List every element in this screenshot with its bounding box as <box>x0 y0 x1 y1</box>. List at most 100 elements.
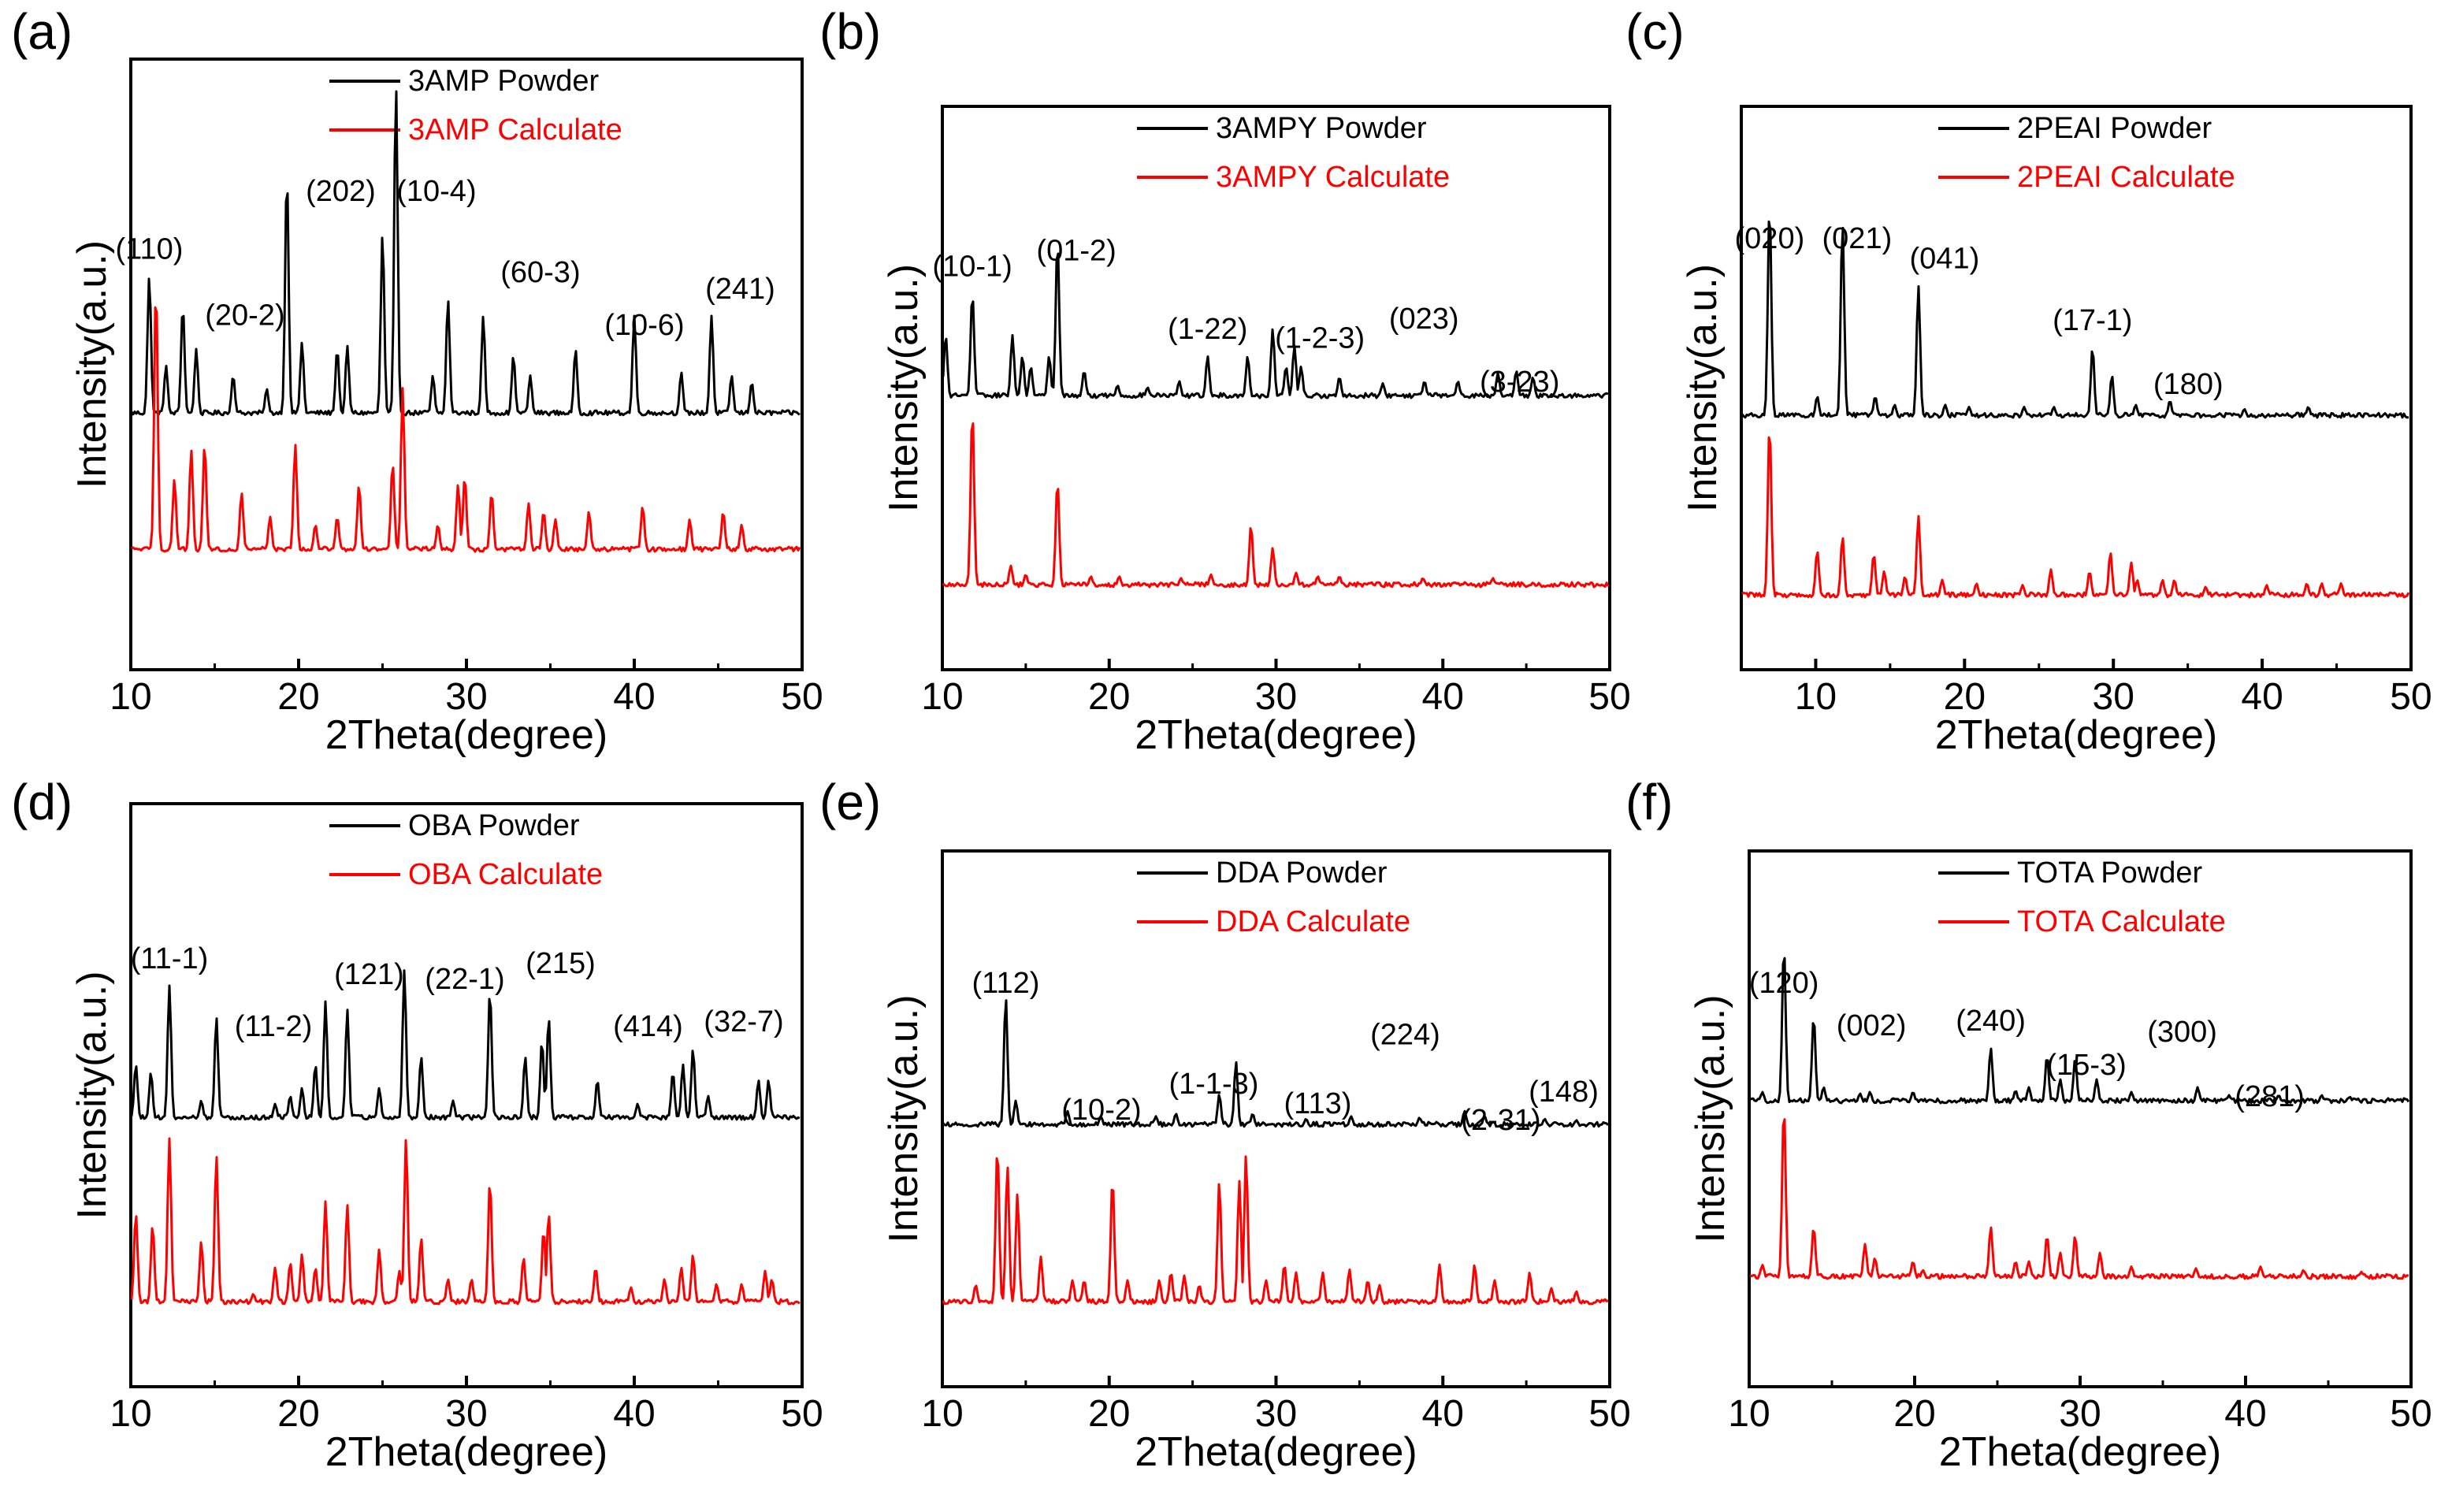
peak-label-b: (10-1) <box>932 251 1012 284</box>
x-tick-label-e: 40 <box>1422 1393 1464 1435</box>
peak-label-d: (414) <box>613 1010 683 1043</box>
x-axis-title-d: 2Theta(degree) <box>325 1429 607 1475</box>
peak-label-a: (241) <box>705 273 775 306</box>
panels-root: (a) 10 20 30 40 50 2Theta(degree) Intensity(a.u… <box>11 3 2432 1475</box>
panel-label-d: (d) <box>11 774 72 830</box>
peak-label-c: (17-1) <box>2053 304 2132 337</box>
x-tick-label-d: 30 <box>445 1393 487 1435</box>
peak-label-a: (60-3) <box>500 256 580 289</box>
x-tick-label-f: 10 <box>1728 1393 1770 1435</box>
peak-label-a: (10-6) <box>604 309 684 342</box>
series-line-d-calc <box>130 1137 801 1306</box>
peak-label-b: (023) <box>1389 303 1459 336</box>
x-tick-label-c: 40 <box>2241 676 2283 718</box>
peak-label-b: (1-2-3) <box>1275 322 1365 355</box>
peak-label-e: (148) <box>1529 1075 1599 1109</box>
peak-label-b: (1-22) <box>1168 313 1247 346</box>
series-line-a-powder <box>130 90 801 417</box>
x-tick-label-e: 50 <box>1588 1393 1630 1435</box>
x-tick-label-c: 50 <box>2390 676 2432 718</box>
x-tick-label-a: 20 <box>277 676 319 718</box>
peak-label-f: (281) <box>2235 1080 2305 1113</box>
peak-label-f: (240) <box>1956 1005 2026 1038</box>
series-line-e-powder <box>942 999 1610 1128</box>
peak-label-a: (10-4) <box>396 175 476 208</box>
peak-label-f: (300) <box>2147 1016 2217 1049</box>
series-line-d-powder <box>130 969 801 1121</box>
x-tick-label-a: 50 <box>781 676 823 718</box>
panel-d: (d) 10 20 30 40 50 2Theta(degree) Intensity(a.u… <box>11 774 823 1475</box>
x-tick-label-e: 30 <box>1255 1393 1297 1435</box>
peak-label-d: (11-1) <box>131 942 209 975</box>
series-line-c-calc <box>1741 436 2410 599</box>
peak-label-e: (113) <box>1284 1087 1352 1120</box>
legend-entry-d-calc: OBA Calculate <box>408 858 603 891</box>
x-tick-label-f: 40 <box>2224 1393 2266 1435</box>
peak-label-c: (041) <box>1910 243 1980 276</box>
panel-f: (f) 10 20 30 40 50 2Theta(degree) Intensity(a.u… <box>1625 774 2432 1475</box>
legend-entry-f-powder: TOTA Powder <box>2017 856 2202 890</box>
x-tick-label-c: 10 <box>1795 676 1837 718</box>
x-tick-label-b: 30 <box>1255 676 1297 718</box>
legend-entry-a-calc: 3AMP Calculate <box>408 113 622 147</box>
series-line-e-calc <box>942 1155 1609 1306</box>
x-tick-label-d: 50 <box>781 1393 823 1435</box>
peak-label-b: (01-2) <box>1036 234 1116 267</box>
series-line-c-powder <box>1741 220 2409 419</box>
peak-label-f: (002) <box>1837 1009 1907 1042</box>
x-tick-label-f: 20 <box>1893 1393 1935 1435</box>
x-axis-title-b: 2Theta(degree) <box>1135 712 1417 758</box>
x-tick-label-c: 20 <box>1944 676 1986 718</box>
series-line-f-powder <box>1749 957 2410 1105</box>
x-tick-label-b: 10 <box>921 676 963 718</box>
panel-a: (a) 10 20 30 40 50 2Theta(degree) Intensity(a.u… <box>11 3 823 758</box>
x-tick-label-a: 30 <box>445 676 487 718</box>
peak-label-e: (224) <box>1370 1019 1440 1052</box>
panel-label-f: (f) <box>1625 774 1673 830</box>
peak-label-f: (15-3) <box>2046 1049 2126 1082</box>
x-tick-label-a: 40 <box>613 676 655 718</box>
panel-c: (c) 10 20 30 40 50 2Theta(degree) Intensity(a.u… <box>1625 3 2432 758</box>
x-tick-label-d: 40 <box>613 1393 655 1435</box>
legend-entry-e-calc: DDA Calculate <box>1216 905 1410 938</box>
legend-entry-d-powder: OBA Powder <box>408 809 580 842</box>
series-line-b-calc <box>942 422 1610 589</box>
legend-entry-f-calc: TOTA Calculate <box>2017 905 2226 938</box>
panel-label-b: (b) <box>819 3 881 60</box>
peak-label-a: (202) <box>306 175 376 208</box>
x-axis-title-a: 2Theta(degree) <box>325 712 607 758</box>
peak-label-c: (021) <box>1822 222 1893 255</box>
peak-label-c: (180) <box>2153 368 2224 401</box>
x-tick-label-d: 20 <box>277 1393 319 1435</box>
legend-entry-c-calc: 2PEAI Calculate <box>2017 161 2235 194</box>
legend-entry-c-powder: 2PEAI Powder <box>2017 112 2212 145</box>
peak-label-e: (112) <box>972 967 1040 1000</box>
series-line-b-powder <box>942 252 1609 399</box>
peak-label-d: (32-7) <box>704 1005 783 1038</box>
x-tick-label-d: 10 <box>110 1393 151 1435</box>
legend-entry-a-powder: 3AMP Powder <box>408 65 600 98</box>
x-axis-title-f: 2Theta(degree) <box>1939 1429 2221 1475</box>
legend-entry-b-calc: 3AMPY Calculate <box>1216 161 1450 194</box>
peak-label-a: (20-2) <box>205 299 284 332</box>
panel-e: (e) 10 20 30 40 50 2Theta(degree) Intensity(a.u… <box>819 774 1631 1475</box>
legend-entry-e-powder: DDA Powder <box>1216 856 1388 890</box>
peak-label-d: (215) <box>526 947 596 980</box>
peak-label-e: (2-31) <box>1461 1104 1540 1137</box>
series-line-f-calc <box>1749 1118 2409 1280</box>
peak-label-b: (3-23) <box>1480 366 1559 399</box>
peak-label-d: (22-1) <box>425 963 504 996</box>
y-axis-title-b: Intensity(a.u.) <box>881 264 927 512</box>
x-tick-label-f: 30 <box>2059 1393 2101 1435</box>
panel-b: (b) 10 20 30 40 50 2Theta(degree) Intensity(a.u… <box>819 3 1631 758</box>
x-tick-label-b: 40 <box>1422 676 1464 718</box>
y-axis-title-d: Intensity(a.u.) <box>69 971 115 1219</box>
peak-label-c: (020) <box>1735 222 1805 255</box>
panel-label-a: (a) <box>11 3 72 60</box>
y-axis-title-a: Intensity(a.u.) <box>69 240 115 489</box>
panel-label-e: (e) <box>819 774 881 830</box>
y-axis-title-c: Intensity(a.u.) <box>1680 264 1726 512</box>
peak-label-d: (121) <box>334 958 404 991</box>
peak-label-f: (120) <box>1749 967 1819 1000</box>
